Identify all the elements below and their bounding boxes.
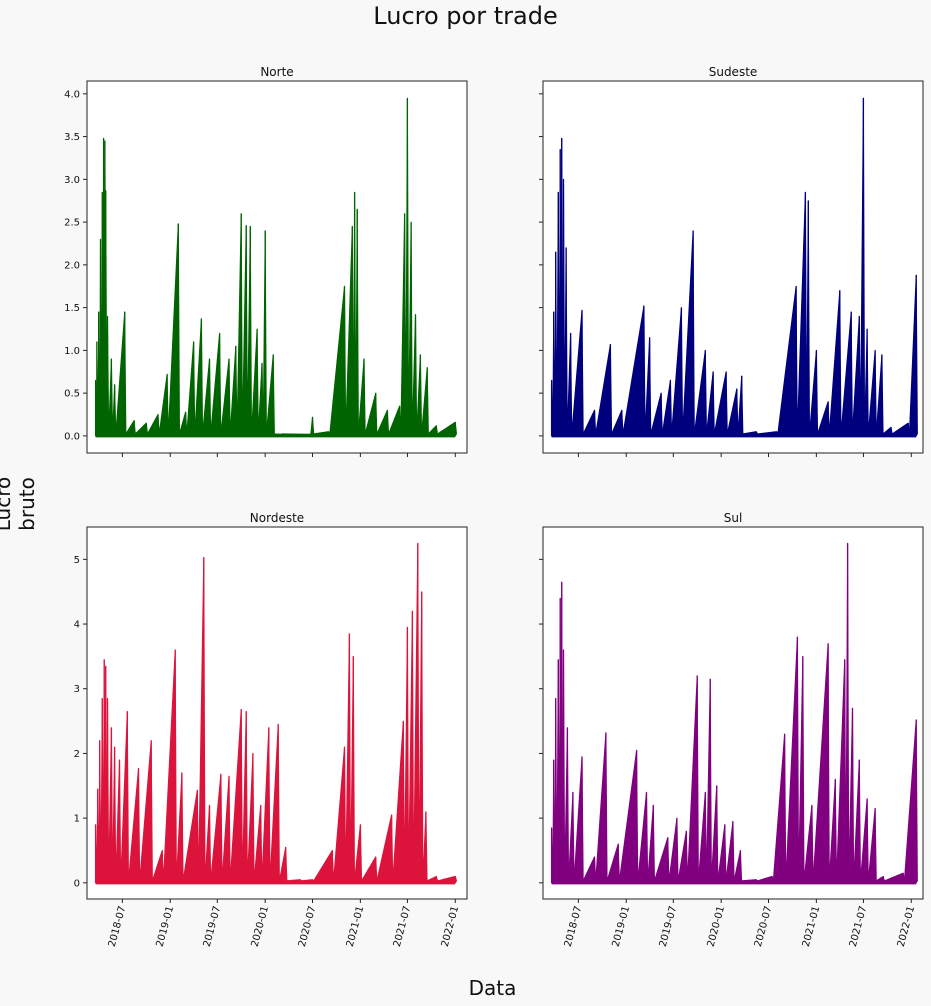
y-tick-label: 1 [74,814,80,825]
y-tick-label: 3.5 [64,132,80,143]
y-tick-label: 0.0 [64,431,80,442]
y-tick-label: 2.0 [64,260,80,271]
y-tick-label: 0 [74,878,80,889]
subplot-title: Nordeste [250,511,304,525]
x-tick-label: 2020-07 [753,905,774,948]
plot-frame [86,526,468,900]
y-tick-label: 2.5 [64,218,80,229]
y-tick-label: 4 [74,620,80,631]
x-tick-label: 2019-01 [611,905,632,948]
y-tick-label: 4.0 [64,89,80,100]
x-tick-label: 2019-01 [155,905,176,948]
x-tick-label: 2018-07 [563,905,584,948]
x-tick-label: 2019-07 [202,905,223,948]
subplot-sudeste: Sudeste [539,65,924,457]
subplot-sul: Sul 2018-07 2019-01 2019-07 2020-01 2020-07 20… [539,511,924,948]
x-tick-label: 2021-01 [801,905,822,948]
subplot-nordeste: Nordeste 0 1 2 3 4 5 2018-07 2019-01 2019-07 2020-… [74,511,468,948]
y-tick-label: 3.0 [64,175,80,186]
series-area [551,97,918,437]
y-tick-label: 1.5 [64,303,80,314]
figure-title: Lucro por trade [373,2,558,30]
y-tick-label: 1.0 [64,346,80,357]
subplot-title: Sul [724,511,743,525]
plot-frame [542,80,924,454]
y-tick-label: 0.5 [64,389,80,400]
subplot-title: Sudeste [709,65,758,79]
figure-x-label: Data [468,976,517,1000]
y-tick-label: 5 [74,555,80,566]
y-tick-label: 2 [74,749,80,760]
x-tick-label: 2022-01 [896,905,917,948]
x-tick-label: 2021-07 [392,905,413,948]
x-tick-label: 2021-07 [848,905,869,948]
x-tick-label: 2020-01 [250,905,271,948]
x-tick-label: 2020-01 [706,905,727,948]
x-tick-label: 2019-07 [658,905,679,948]
x-tick-label: 2021-01 [345,905,366,948]
x-tick-label: 2020-07 [297,905,318,948]
subplot-title: Norte [260,65,293,79]
x-tick-label: 2018-07 [107,905,128,948]
plot-frame [86,80,468,454]
subplot-norte: Norte 0.0 0.5 1.0 1.5 2.0 2.5 3.0 3.5 4.0 [64,65,468,457]
x-tick-label: 2022-01 [440,905,461,948]
plot-frame [542,526,924,900]
y-tick-label: 3 [74,684,80,695]
